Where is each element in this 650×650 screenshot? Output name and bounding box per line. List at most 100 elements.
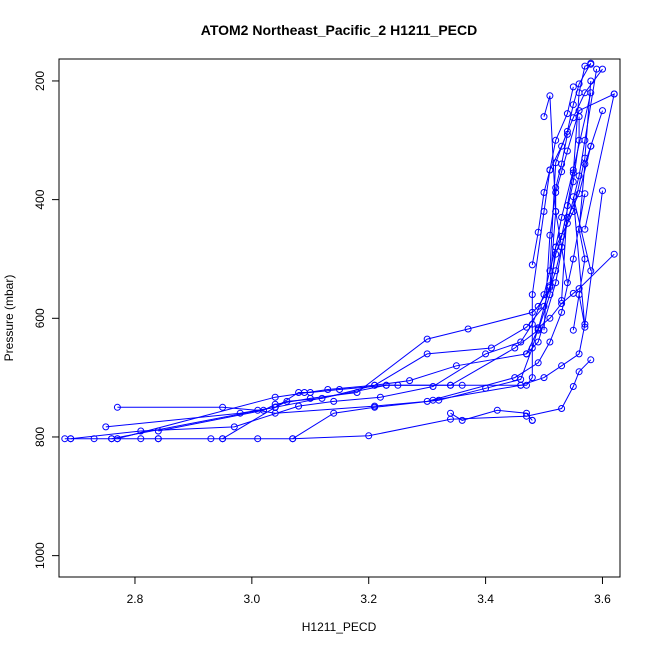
x-axis: 2.8 3.0 3.2 3.4 3.6 — [127, 576, 611, 606]
data-point — [558, 243, 566, 251]
data-point — [563, 202, 571, 210]
data-point — [587, 60, 595, 68]
data-point — [482, 350, 490, 358]
data-point — [207, 435, 215, 443]
data-point — [552, 136, 560, 144]
data-point — [546, 92, 554, 100]
data-point — [528, 261, 536, 269]
profile-line — [222, 190, 603, 440]
data-point — [575, 172, 583, 180]
y-tick-label: 600 — [33, 308, 47, 328]
data-point — [534, 302, 542, 310]
data-point — [534, 338, 542, 346]
data-point — [575, 291, 583, 299]
profile-line — [531, 68, 603, 265]
x-tick-label: 3.2 — [360, 592, 377, 606]
data-point — [581, 323, 589, 331]
data-point — [599, 107, 606, 115]
data-point — [113, 435, 121, 443]
data-point — [552, 159, 560, 167]
profile-line — [543, 95, 568, 283]
profile-line — [543, 93, 615, 331]
data-point — [546, 166, 554, 174]
profile-line — [572, 196, 592, 328]
y-tick-label: 200 — [33, 71, 47, 91]
y-tick-label: 1000 — [33, 542, 47, 569]
data-point — [575, 107, 583, 115]
chart-title: ATOM2 Northeast_Pacific_2 H1211_PECD — [201, 22, 478, 38]
data-point — [528, 291, 536, 299]
data-point — [558, 362, 566, 370]
data-point — [540, 189, 548, 196]
profile-line — [117, 193, 586, 414]
profile-line — [561, 63, 591, 301]
data-point — [137, 435, 145, 443]
data-point — [569, 255, 577, 263]
data-point — [429, 383, 437, 390]
data-point — [558, 297, 566, 304]
data-point — [289, 435, 297, 443]
data-point — [575, 80, 583, 88]
data-point — [330, 397, 338, 405]
data-point — [406, 377, 414, 385]
profile-series — [102, 89, 595, 431]
data-point — [558, 142, 566, 150]
data-point — [493, 406, 501, 414]
data-point — [552, 208, 560, 215]
data-point — [569, 101, 577, 109]
data-point — [569, 326, 577, 334]
data-point — [558, 405, 566, 412]
data-point — [353, 389, 361, 396]
data-point — [587, 142, 595, 150]
data-point — [540, 326, 548, 334]
data-point — [464, 325, 472, 333]
data-point — [534, 228, 542, 236]
data-point — [523, 323, 530, 331]
data-point — [546, 291, 554, 299]
data-point — [523, 350, 530, 358]
data-point — [581, 160, 589, 168]
data-point — [558, 232, 566, 240]
profile-series — [447, 406, 536, 424]
data-point — [569, 169, 577, 177]
data-point — [447, 409, 454, 417]
profile-line — [158, 116, 580, 432]
data-point — [587, 267, 595, 275]
data-point — [540, 113, 548, 121]
data-point — [523, 381, 530, 389]
data-point — [254, 435, 262, 443]
x-tick-label: 3.0 — [244, 592, 261, 606]
profile-line — [292, 253, 615, 440]
data-point — [429, 396, 437, 404]
data-point — [260, 406, 267, 414]
data-point — [447, 381, 454, 389]
data-point — [271, 393, 279, 401]
data-point — [154, 435, 162, 443]
x-axis-label: H1211_PECD — [302, 620, 377, 634]
data-point — [563, 213, 571, 221]
data-point — [569, 193, 577, 201]
x-tick-label: 3.6 — [594, 592, 611, 606]
data-point — [371, 403, 379, 411]
data-point — [575, 368, 583, 376]
data-point — [458, 416, 466, 424]
data-point — [563, 279, 571, 287]
profile-series — [61, 435, 162, 443]
y-axis-label: Pressure (mbar) — [2, 275, 16, 362]
plot-area-frame — [58, 58, 621, 578]
x-tick-label: 2.8 — [127, 592, 144, 606]
data-point — [587, 356, 595, 364]
data-point — [458, 381, 466, 389]
data-point — [423, 350, 431, 358]
data-point — [552, 279, 560, 287]
data-point — [394, 381, 402, 389]
data-point — [528, 416, 536, 424]
data-point — [546, 338, 554, 346]
data-point — [517, 338, 525, 346]
data-point — [569, 178, 577, 186]
data-point — [371, 381, 379, 389]
data-point — [563, 127, 571, 135]
data-point — [546, 267, 554, 275]
data-point — [376, 393, 384, 401]
